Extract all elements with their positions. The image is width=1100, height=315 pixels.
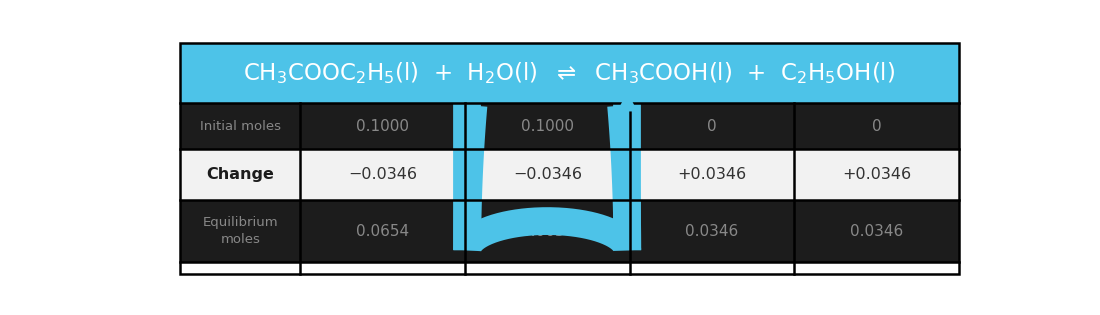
Text: 0.1000: 0.1000 — [356, 119, 409, 134]
Text: 0.0346: 0.0346 — [685, 224, 738, 238]
Text: 0: 0 — [707, 119, 717, 134]
Text: Initial moles: Initial moles — [200, 120, 280, 133]
Text: 0.0346: 0.0346 — [850, 224, 903, 238]
Text: −0.0346: −0.0346 — [513, 167, 582, 182]
Text: Equilibrium
moles: Equilibrium moles — [202, 216, 278, 246]
Bar — [180, 149, 959, 200]
Text: 0: 0 — [872, 119, 881, 134]
Bar — [180, 200, 959, 262]
Text: +0.0346: +0.0346 — [843, 167, 911, 182]
Text: $\mathregular{CH_3COOC_2H_5}$(l)  +  $\mathregular{H_2O}$(l)  $\rightleftharpoon: $\mathregular{CH_3COOC_2H_5}$(l) + $\mat… — [243, 60, 895, 86]
Text: −0.0346: −0.0346 — [348, 167, 417, 182]
Text: Change: Change — [207, 167, 274, 182]
Text: +0.0346: +0.0346 — [678, 167, 747, 182]
Bar — [180, 103, 959, 149]
Text: 0.1000: 0.1000 — [520, 119, 574, 134]
Text: 0.0654: 0.0654 — [356, 224, 409, 238]
Bar — [180, 43, 959, 103]
Text: 0.0654: 0.0654 — [520, 224, 574, 238]
